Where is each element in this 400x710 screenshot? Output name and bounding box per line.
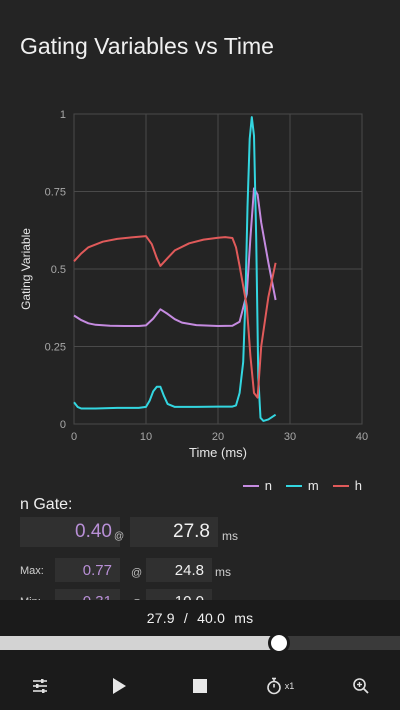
- y-tick-label: 0.25: [45, 342, 66, 354]
- y-tick-label: 1: [60, 109, 66, 121]
- total-time: 40.0: [197, 610, 226, 626]
- chart-lines: [73, 116, 277, 422]
- x-tick-label: 0: [71, 431, 77, 443]
- zoom-in-icon: [353, 678, 369, 694]
- y-tick-label: 0.5: [51, 264, 66, 276]
- at-symbol: @: [114, 531, 125, 542]
- legend-label-n: n: [264, 478, 272, 493]
- time-slider-fill: [0, 636, 279, 650]
- legend-swatch-h: [332, 484, 349, 487]
- gating-chart[interactable]: 0 10 20 30 40 0 0.25 0.5 0.75 1 Time (ms) Gating …: [0, 100, 400, 500]
- time-slider[interactable]: [0, 632, 400, 654]
- x-tick-label: 10: [140, 431, 152, 443]
- legend-item-m[interactable]: m: [285, 478, 319, 493]
- x-tick-label: 30: [284, 431, 296, 443]
- sliders-icon: [33, 679, 47, 693]
- stop-icon: [193, 679, 207, 693]
- y-tick-label: 0: [60, 419, 66, 431]
- play-button[interactable]: [104, 672, 134, 700]
- x-tick-label: 40: [356, 431, 368, 443]
- gate-time-unit: ms: [222, 529, 238, 543]
- legend-item-n[interactable]: n: [242, 478, 272, 493]
- max-value-field[interactable]: 0.77: [55, 558, 120, 582]
- stopwatch-icon: [266, 677, 281, 695]
- legend-label-h: h: [354, 478, 362, 493]
- max-time-field[interactable]: 24.8: [146, 558, 212, 582]
- zoom-button[interactable]: [346, 672, 376, 700]
- legend-label-m: m: [307, 478, 319, 493]
- chart-ticks: 0 10 20 30 40 0 0.25 0.5 0.75 1: [45, 109, 369, 443]
- y-axis-label: Gating Variable: [19, 228, 33, 310]
- chart-grid: [73, 113, 363, 425]
- time-separator: /: [183, 610, 188, 626]
- series-line-m: [73, 116, 277, 422]
- page-title: Gating Variables vs Time: [20, 33, 274, 59]
- y-tick-label: 0.75: [45, 187, 66, 199]
- max-time-unit: ms: [215, 565, 231, 579]
- play-icon: [113, 678, 126, 694]
- chart-legend: n m h: [242, 478, 362, 493]
- time-unit: ms: [234, 610, 254, 626]
- x-tick-label: 20: [212, 431, 224, 443]
- speed-label: x1: [284, 681, 295, 691]
- x-axis-label: Time (ms): [189, 445, 247, 460]
- settings-button[interactable]: [25, 672, 55, 700]
- max-at-symbol: @: [131, 567, 143, 579]
- gate-time-field[interactable]: 27.8: [130, 517, 218, 547]
- max-label: Max:: [20, 565, 44, 577]
- series-line-h: [73, 235, 277, 399]
- legend-swatch-m: [285, 484, 302, 487]
- current-time: 27.9: [146, 610, 175, 626]
- time-slider-thumb[interactable]: [268, 632, 290, 654]
- legend-item-h[interactable]: h: [332, 478, 362, 493]
- speed-button[interactable]: x1: [258, 672, 302, 700]
- gate-value-field[interactable]: 0.40: [20, 517, 120, 547]
- gate-section-label: n Gate:: [20, 496, 73, 513]
- stop-button[interactable]: [185, 672, 215, 700]
- time-readout: 27.9 / 40.0 ms: [0, 610, 400, 626]
- legend-swatch-n: [242, 484, 259, 487]
